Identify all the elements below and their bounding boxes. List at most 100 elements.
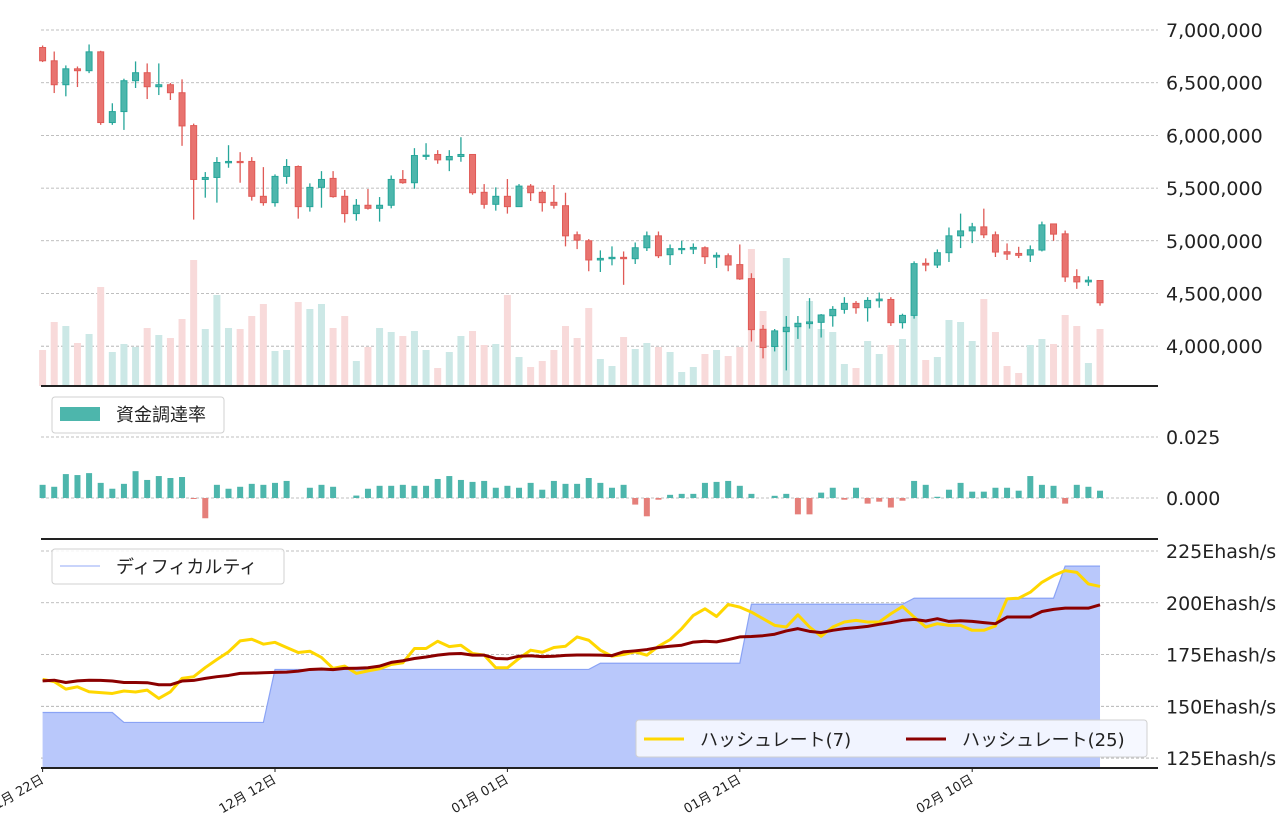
candle-body xyxy=(608,256,616,260)
funding-bar xyxy=(864,498,871,504)
candle-body xyxy=(422,154,430,157)
candle-body xyxy=(631,247,639,260)
candle xyxy=(190,123,198,220)
candle xyxy=(1061,230,1069,282)
funding-bar xyxy=(330,486,337,499)
candle xyxy=(654,231,662,259)
candle-body xyxy=(341,195,349,215)
y-tick-label: 225Ehash/s xyxy=(1166,541,1276,563)
candle xyxy=(527,184,535,201)
candle-body xyxy=(573,234,581,241)
candle-body xyxy=(771,330,779,347)
candle xyxy=(201,172,209,198)
candle xyxy=(294,165,302,219)
candle-body xyxy=(62,68,70,86)
funding-bar xyxy=(632,498,639,505)
candle xyxy=(585,239,593,272)
candle-body xyxy=(1084,279,1092,283)
hashrate25-legend-label: ハッシュレート(25) xyxy=(962,730,1125,751)
candle-body xyxy=(132,72,140,82)
volume-bar xyxy=(620,337,628,386)
candle-body xyxy=(1038,224,1046,251)
funding-bar xyxy=(678,493,685,499)
candle xyxy=(991,231,999,258)
candle-body xyxy=(829,308,837,317)
candle-body xyxy=(736,264,744,280)
y-tick-label: 200Ehash/s xyxy=(1166,593,1276,615)
volume-bar xyxy=(166,338,174,386)
candle-body xyxy=(515,185,523,208)
y-tick-label: 175Ehash/s xyxy=(1166,645,1276,667)
volume-bar xyxy=(643,343,651,386)
candle-body xyxy=(922,262,930,266)
volume-bar xyxy=(817,329,825,386)
candle xyxy=(771,328,779,352)
volume-bar xyxy=(910,315,918,386)
volume-bar xyxy=(596,359,604,386)
hashrate25-line xyxy=(42,603,1101,687)
candle xyxy=(538,190,546,212)
candle-body xyxy=(1073,276,1081,283)
funding-bar xyxy=(969,491,976,499)
funding-bar xyxy=(353,495,360,499)
candle xyxy=(271,174,279,207)
volume-bar xyxy=(945,320,953,386)
volume-bar xyxy=(178,319,186,386)
candle xyxy=(1003,243,1011,260)
candle-body xyxy=(283,165,291,177)
candle xyxy=(457,137,465,162)
volume-bar xyxy=(108,352,116,386)
candle xyxy=(469,153,477,195)
volume-bar xyxy=(434,368,442,386)
candle xyxy=(1015,246,1023,259)
funding-bar xyxy=(248,483,255,499)
volume-bar xyxy=(562,326,569,386)
candle-body xyxy=(445,155,453,161)
candle xyxy=(166,83,174,100)
funding-bar xyxy=(853,487,859,499)
funding-bar xyxy=(446,476,453,499)
volume-bar xyxy=(283,350,291,386)
funding-bar xyxy=(318,484,325,499)
axes xyxy=(41,385,1158,772)
volume-bar xyxy=(341,316,349,386)
funding-bar xyxy=(713,481,720,499)
candle-body xyxy=(910,263,918,316)
candle-body xyxy=(259,195,267,204)
funding-bar xyxy=(725,480,732,499)
volume-bar xyxy=(585,308,593,386)
funding-bar xyxy=(516,487,523,499)
funding-bar xyxy=(1073,484,1080,499)
volume-bar xyxy=(1073,326,1081,386)
candle-body xyxy=(39,47,47,62)
funding-bar xyxy=(574,483,581,499)
difficulty-area xyxy=(42,566,1101,768)
volume-bar xyxy=(933,357,941,386)
candle xyxy=(759,324,767,359)
funding-bar xyxy=(667,494,674,499)
candle-body xyxy=(108,111,116,124)
funding-bar xyxy=(527,482,534,499)
candle xyxy=(1038,221,1046,252)
candle xyxy=(945,227,953,262)
funding-bar xyxy=(481,480,488,499)
funding-bar xyxy=(783,493,790,499)
volume-bar xyxy=(875,354,883,386)
difficulty-legend: ディフィカルティ xyxy=(51,548,285,585)
volume-bar xyxy=(666,352,674,386)
volume-bar xyxy=(1061,315,1069,386)
funding-bar xyxy=(1085,486,1092,499)
candle-body xyxy=(1026,249,1034,256)
funding-bar xyxy=(457,479,464,499)
funding-bar xyxy=(260,484,267,499)
candle xyxy=(387,175,395,209)
y-tick-label: 5,000,000 xyxy=(1166,231,1263,253)
y-tick-label: 5,500,000 xyxy=(1166,178,1263,200)
candle xyxy=(608,246,616,266)
volume-bar xyxy=(1084,363,1092,386)
candle-body xyxy=(457,153,465,157)
funding-bar xyxy=(120,483,127,499)
candle xyxy=(620,251,628,285)
candle xyxy=(434,150,442,164)
funding-bar xyxy=(980,491,987,499)
